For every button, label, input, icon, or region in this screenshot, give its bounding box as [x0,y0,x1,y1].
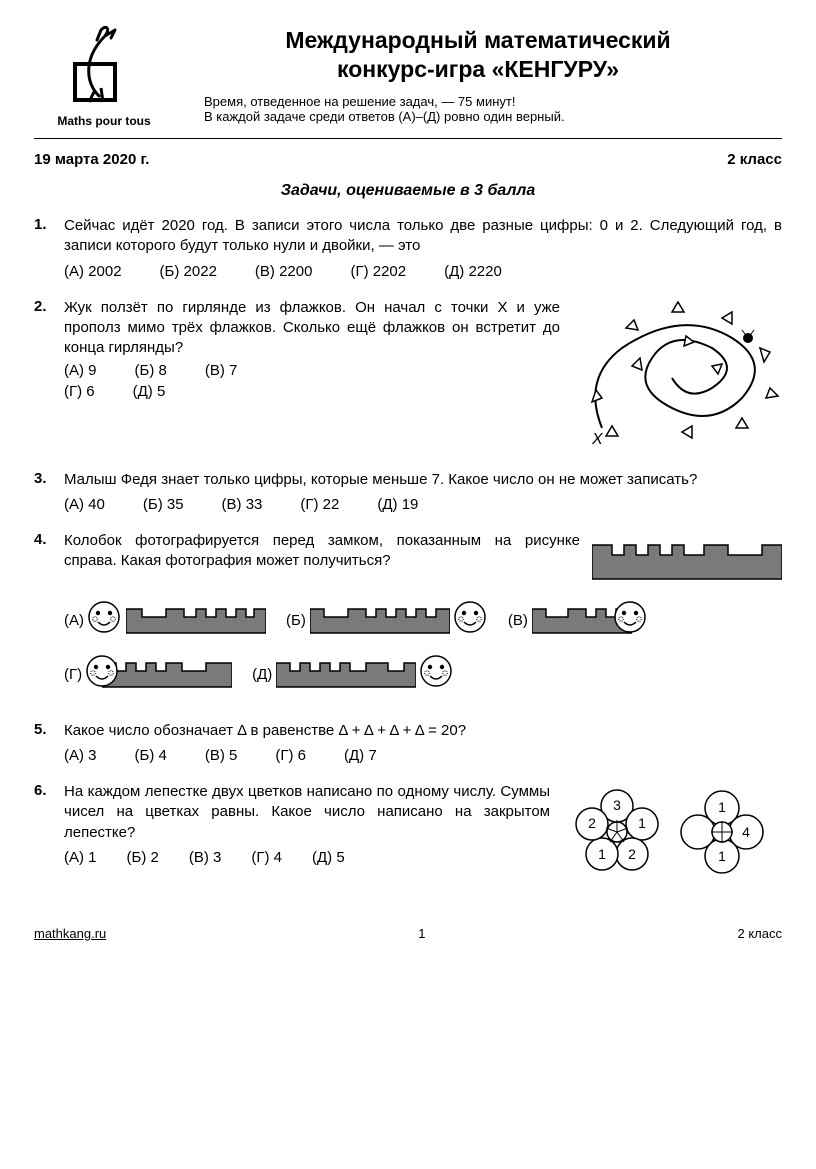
option-b: (Б) 35 [143,496,184,513]
section-heading: Задачи, оцениваемые в 3 балла [34,182,782,200]
option-a: (А) 3 [64,747,97,764]
image-options: (А) (Б) (В) [64,595,782,703]
motto-text: Maths pour tous [34,114,174,128]
kangaroo-logo-icon [67,26,141,106]
problem-options: (А) 40 (Б) 35 (В) 33 (Г) 22 (Д) 19 [64,496,782,513]
svg-text:1: 1 [638,815,646,831]
problem-options: (А) 3 (Б) 4 (В) 5 (Г) 6 (Д) 7 [64,747,782,764]
option-d: (Г) 4 [251,849,282,866]
option-a: (А) 9 [64,362,97,379]
competition-date: 19 марта 2020 г. [34,151,149,168]
sub-line-1: Время, отведенное на решение задач, — 75… [204,94,782,109]
problem-4: 4. Колобок фотографируется перед замком,… [34,531,782,703]
problem-number: 5. [34,721,64,764]
problem-number: 1. [34,216,64,280]
option-b: (Б) 4 [135,747,167,764]
option-d: (Г) [64,649,232,689]
option-b: (Б) 2 [127,849,159,866]
problem-text: Малыш Федя знает только цифры, которые м… [64,470,782,490]
problem-number: 3. [34,470,64,513]
smiley-icon [88,601,122,635]
header-subtitle: Время, отведенное на решение задач, — 75… [174,94,782,124]
option-e: (Д) 7 [344,747,377,764]
title-column: Международный математический конкурс-игр… [174,26,782,124]
option-c: (В) 2200 [255,263,313,280]
smiley-icon [86,655,120,689]
option-a: (А) 40 [64,496,105,513]
problem-3: 3. Малыш Федя знает только цифры, которы… [34,470,782,513]
option-e: (Д) 19 [377,496,418,513]
castle-icon [126,595,266,635]
option-b: (Б) [286,595,488,635]
main-title-line1: Международный математический [174,26,782,55]
problem-options: (А) 9 (Б) 8 (В) 7 (Г) 6 (Д) 5 [64,362,560,400]
option-c: (В) [508,595,648,635]
header-divider [34,138,782,139]
problem-5: 5. Какое число обозначает Δ в равенстве … [34,721,782,764]
option-c: (В) 7 [205,362,238,379]
smiley-icon [614,601,648,635]
sub-line-2: В каждой задаче среди ответов (А)–(Д) ро… [204,109,782,124]
svg-text:2: 2 [628,846,636,862]
logo-column: Maths pour tous [34,26,174,128]
castle-icon [310,595,450,635]
svg-text:1: 1 [598,846,606,862]
option-b: (Б) 2022 [160,263,217,280]
option-c: (В) 33 [222,496,263,513]
problem-text: Колобок фотографируется перед замком, по… [64,531,580,572]
castle-icon [102,649,232,689]
problem-1: 1. Сейчас идёт 2020 год. В записи этого … [34,216,782,280]
x-marker: X [591,431,604,448]
option-e: (Д) 2220 [444,263,502,280]
problem-2: 2. Жук ползёт по гирлянде из флажков. Он… [34,298,782,452]
smiley-icon [420,655,454,689]
problem-options: (А) 2002 (Б) 2022 (В) 2200 (Г) 2202 (Д) … [64,263,782,280]
option-d: (Г) 22 [300,496,339,513]
option-e: (Д) [252,649,454,689]
option-d: (Г) 2202 [350,263,406,280]
castle-icon [276,649,416,689]
main-title-line2: конкурс-игра «КЕНГУРУ» [174,55,782,84]
option-c: (В) 3 [189,849,222,866]
svg-text:1: 1 [718,799,726,815]
svg-text:4: 4 [742,824,750,840]
page-number: 1 [418,926,425,941]
competition-grade: 2 класс [727,151,782,168]
problem-text: Жук ползёт по гирлянде из флажков. Он на… [64,298,560,359]
svg-text:1: 1 [718,848,726,864]
smiley-icon [454,601,488,635]
option-e: (Д) 5 [133,383,166,400]
option-c: (В) 5 [205,747,238,764]
svg-text:2: 2 [588,815,596,831]
flowers-picture: 2 3 1 2 1 1 4 1 [562,782,782,886]
page-footer: mathkang.ru 1 2 класс [34,926,782,941]
problem-text: На каждом лепестке двух цветков написано… [64,782,550,843]
option-d: (Г) 6 [275,747,306,764]
option-e: (Д) 5 [312,849,345,866]
footer-grade: 2 класс [738,926,783,941]
meta-row: 19 марта 2020 г. 2 класс [34,151,782,168]
footer-url: mathkang.ru [34,926,106,941]
option-a: (А) 2002 [64,263,122,280]
problem-number: 2. [34,298,64,452]
reference-castle-icon [592,531,782,585]
problem-options: (А) 1 (Б) 2 (В) 3 (Г) 4 (Д) 5 [64,849,550,866]
option-a: (А) [64,595,266,635]
option-b: (Б) 8 [135,362,167,379]
problem-6: 6. На каждом лепестке двух цветков напис… [34,782,782,886]
problem-number: 4. [34,531,64,703]
problem-text: Какое число обозначает Δ в равенстве Δ +… [64,721,782,741]
garland-picture: X [572,298,782,452]
problem-text: Сейчас идёт 2020 год. В записи этого чис… [64,216,782,257]
svg-text:3: 3 [613,797,621,813]
option-d: (Г) 6 [64,383,95,400]
page-header: Maths pour tous Международный математиче… [34,26,782,128]
option-a: (А) 1 [64,849,97,866]
problem-number: 6. [34,782,64,886]
